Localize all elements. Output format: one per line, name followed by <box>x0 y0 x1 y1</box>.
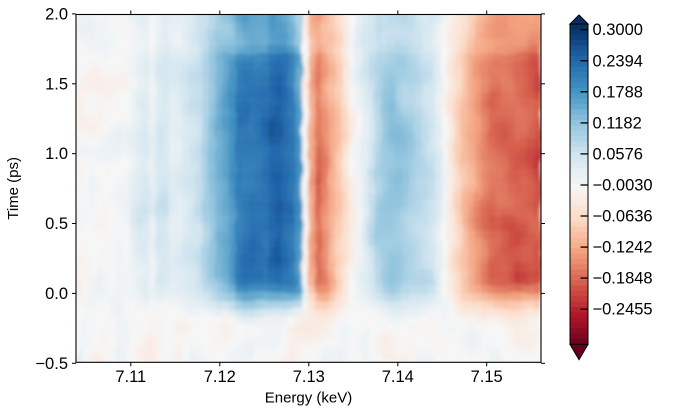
svg-text:7.15: 7.15 <box>471 368 503 386</box>
svg-text:1.5: 1.5 <box>45 75 68 93</box>
svg-text:7.12: 7.12 <box>204 368 236 386</box>
svg-text:0.5: 0.5 <box>45 215 68 233</box>
svg-text:0.1788: 0.1788 <box>593 83 643 101</box>
svg-text:7.14: 7.14 <box>382 368 414 386</box>
svg-text:Energy (keV): Energy (keV) <box>265 389 353 406</box>
svg-text:−0.0030: −0.0030 <box>593 177 653 195</box>
svg-text:7.13: 7.13 <box>293 368 325 386</box>
svg-text:−0.5: −0.5 <box>35 355 68 373</box>
svg-text:0.1182: 0.1182 <box>593 114 642 132</box>
svg-text:2.0: 2.0 <box>45 5 68 23</box>
svg-text:1.0: 1.0 <box>45 145 68 163</box>
svg-text:−0.2455: −0.2455 <box>593 301 653 319</box>
svg-text:Time (ps): Time (ps) <box>5 157 22 220</box>
svg-text:7.11: 7.11 <box>115 368 146 386</box>
svg-text:0.0: 0.0 <box>45 285 68 303</box>
svg-text:0.3000: 0.3000 <box>593 21 643 39</box>
svg-text:−0.1848: −0.1848 <box>593 270 653 288</box>
svg-text:−0.1242: −0.1242 <box>593 239 653 257</box>
svg-text:0.2394: 0.2394 <box>593 52 643 70</box>
svg-text:−0.0636: −0.0636 <box>593 208 653 226</box>
svg-text:0.0576: 0.0576 <box>593 145 643 163</box>
